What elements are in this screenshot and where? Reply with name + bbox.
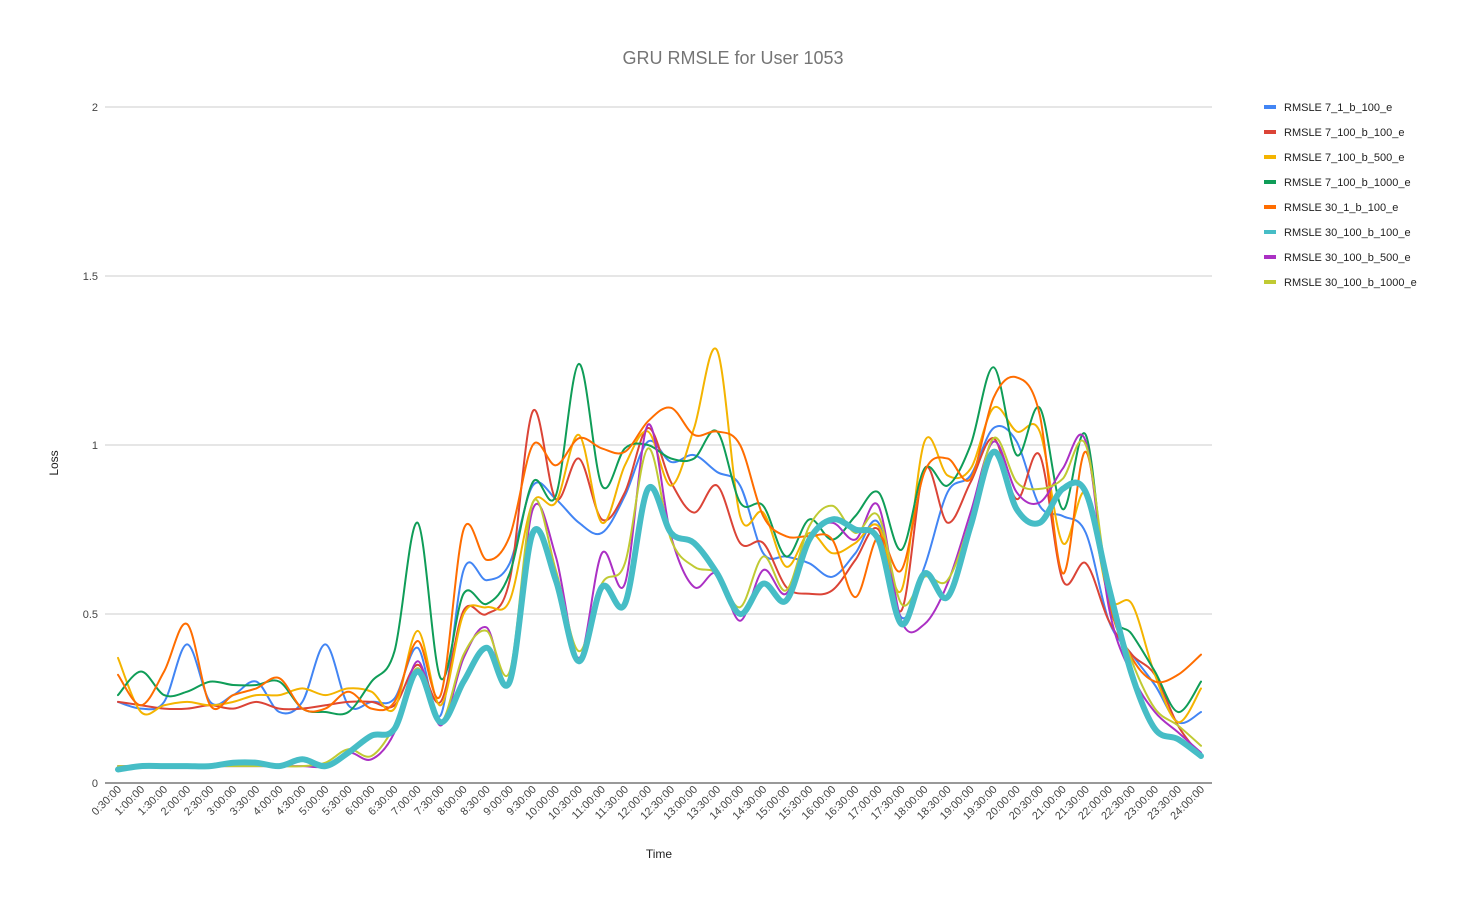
chart-title: GRU RMSLE for User 1053 (622, 48, 843, 68)
y-axis-ticks: 0 0.5 1 1.5 2 (83, 102, 98, 790)
legend-entry: RMSLE 7_100_b_500_e (1284, 152, 1404, 164)
y-tick-label: 1 (92, 440, 98, 452)
y-tick-label: 0.5 (83, 609, 98, 621)
legend-swatch (1264, 130, 1276, 134)
legend-entry: RMSLE 30_1_b_100_e (1284, 202, 1398, 214)
legend-swatch (1264, 105, 1276, 109)
legend-entry: RMSLE 30_100_b_500_e (1284, 252, 1411, 264)
legend-swatch (1264, 255, 1276, 259)
legend-swatch (1264, 205, 1276, 209)
series-line (117, 375, 1202, 713)
series-line (117, 423, 1202, 769)
series-lines (115, 347, 1204, 773)
x-axis-ticks: 0:30:001:00:001:30:002:00:002:30:003:00:… (90, 784, 1207, 823)
series-line (117, 362, 1202, 716)
y-tick-label: 1.5 (83, 271, 98, 283)
series-line (117, 409, 1202, 757)
legend-entry: RMSLE 7_1_b_100_e (1284, 102, 1392, 114)
legend-entry: RMSLE 30_100_b_100_e (1284, 227, 1411, 239)
legend-entry: RMSLE 7_100_b_100_e (1284, 127, 1404, 139)
series-line (115, 448, 1204, 773)
y-tick-label: 2 (92, 102, 98, 114)
legend-swatch (1264, 180, 1276, 184)
series-line (117, 425, 1202, 725)
legend-entry: RMSLE 7_100_b_1000_e (1284, 177, 1411, 189)
legend-swatch (1264, 155, 1276, 159)
x-axis-label: Time (646, 847, 673, 861)
series-line (117, 347, 1202, 724)
legend-swatch (1264, 230, 1276, 234)
legend-swatch (1264, 280, 1276, 284)
legend-entry: RMSLE 30_100_b_1000_e (1284, 277, 1417, 289)
y-axis-label: Loss (47, 450, 61, 475)
gridlines (105, 106, 1212, 615)
series-line (117, 436, 1202, 768)
y-tick-label: 0 (92, 778, 98, 790)
legend: RMSLE 7_1_b_100_e RMSLE 7_100_b_100_e RMSL… (1264, 102, 1417, 289)
